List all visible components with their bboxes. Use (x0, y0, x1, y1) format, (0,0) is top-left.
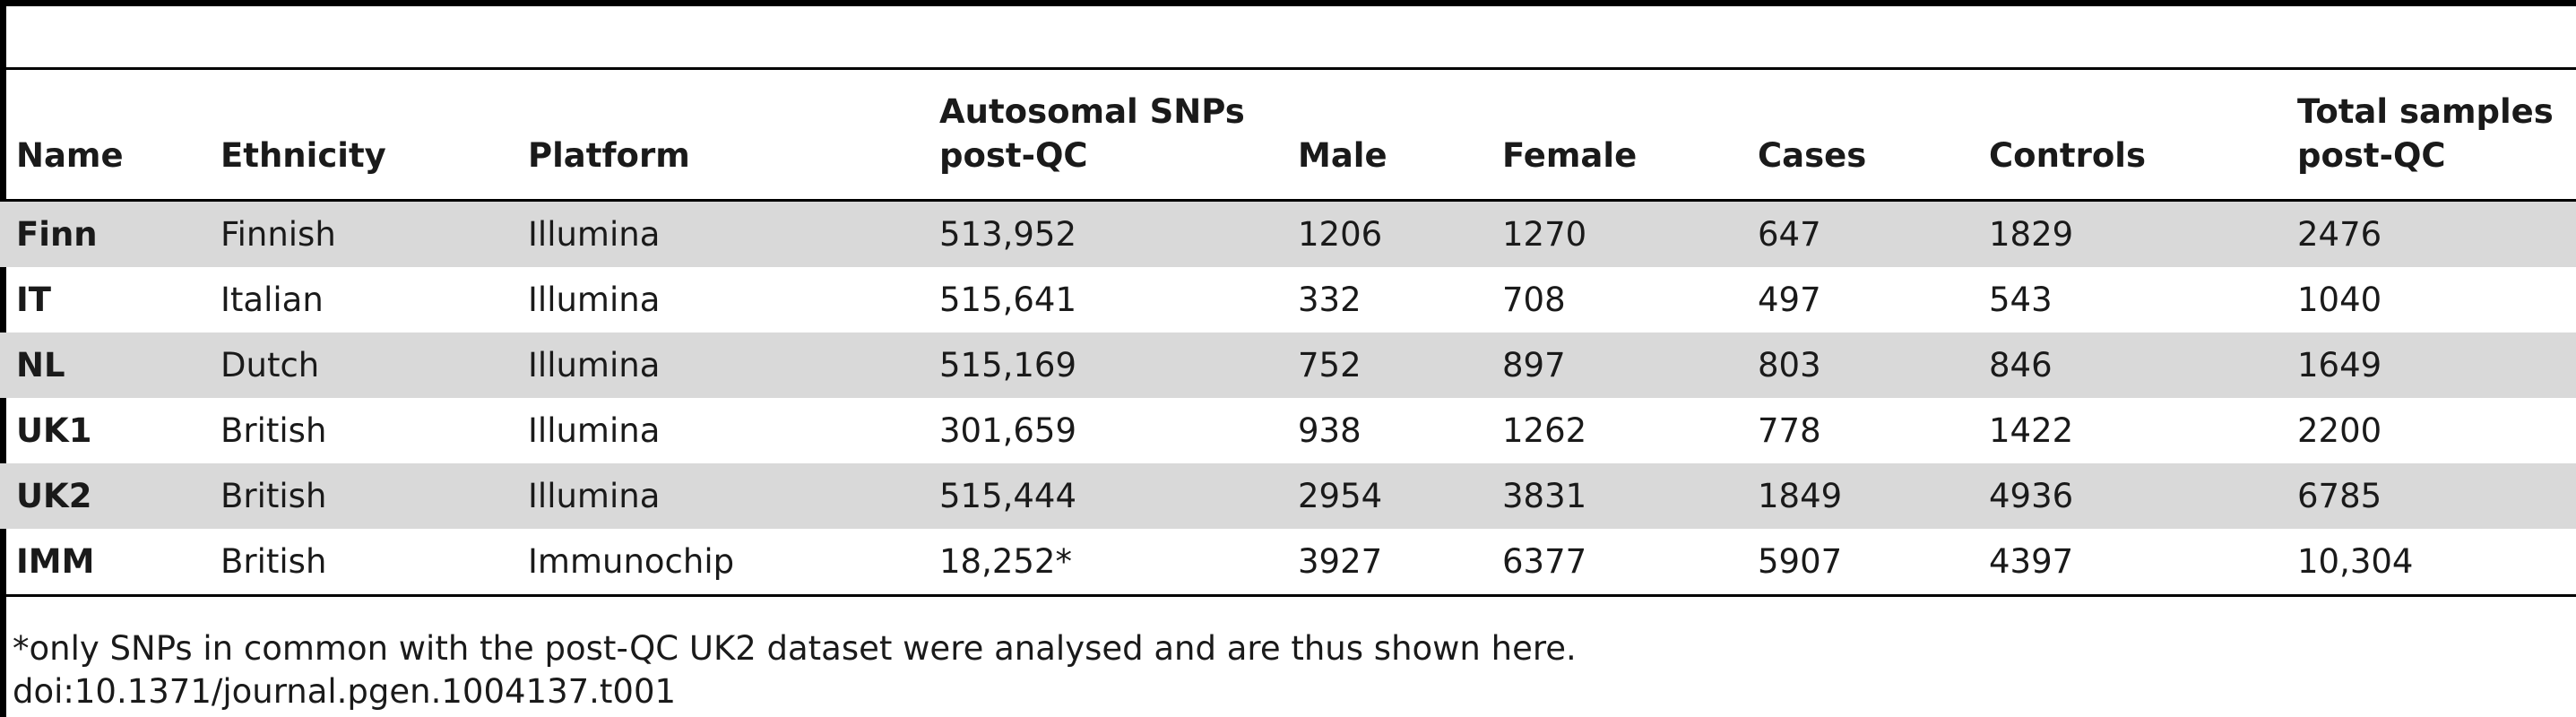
cell-controls: 4397 (1973, 528, 2281, 597)
data-table-container: Name Ethnicity Platform Autosomal SNPs po… (0, 70, 2576, 597)
header-total-line1: Total samples (2297, 91, 2554, 131)
cell-name: Finn (0, 200, 204, 267)
cell-snps: 513,952 (923, 200, 1282, 267)
cell-name: UK1 (16, 410, 92, 450)
cell-female: 1262 (1502, 410, 1587, 450)
cell-cases: 1849 (1742, 462, 1973, 529)
cell-platform: Illumina (528, 410, 661, 450)
header-total-samples: Total samples post-QC (2281, 70, 2576, 202)
cell-controls: 846 (1973, 332, 2281, 398)
cell-snps: 515,641 (939, 280, 1077, 319)
cell-platform: Illumina (528, 280, 661, 319)
cell-cases: 803 (1742, 332, 1973, 398)
header-snps-line1: Autosomal SNPs (939, 91, 1245, 131)
cell-total: 1040 (2297, 280, 2382, 319)
cell-cases: 778 (1758, 410, 1821, 450)
cell-ethnicity: British (220, 410, 327, 450)
header-top-rule (0, 67, 2576, 70)
header-row: Name Ethnicity Platform Autosomal SNPs po… (0, 70, 2576, 202)
data-table: Name Ethnicity Platform Autosomal SNPs po… (0, 70, 2576, 597)
cell-ethnicity: Italian (220, 280, 324, 319)
cell-controls: 543 (1989, 280, 2053, 319)
cell-platform: Illumina (512, 200, 923, 267)
cell-male: 938 (1298, 410, 1361, 450)
cell-snps: 301,659 (939, 410, 1077, 450)
cell-total: 6785 (2281, 462, 2576, 529)
cell-ethnicity: Dutch (204, 332, 512, 398)
cell-male: 1206 (1282, 200, 1486, 267)
cell-female: 6377 (1486, 528, 1742, 597)
cell-female: 3831 (1486, 462, 1742, 529)
cell-ethnicity: Finnish (204, 200, 512, 267)
cell-total: 2200 (2297, 410, 2382, 450)
cell-controls: 4936 (1973, 462, 2281, 529)
table-row: IT Italian Illumina 515,641 332 708 497 … (0, 267, 2576, 333)
cell-name: NL (0, 332, 204, 398)
table-row: Finn Finnish Illumina 513,952 1206 1270 … (0, 200, 2576, 267)
header-total-line2: post-QC (2297, 135, 2446, 175)
cell-platform: Illumina (512, 462, 923, 529)
table-row: NL Dutch Illumina 515,169 752 897 803 84… (0, 332, 2576, 398)
header-controls: Controls (1973, 70, 2281, 202)
header-female: Female (1486, 70, 1742, 202)
cell-cases: 5907 (1742, 528, 1973, 597)
cell-female: 897 (1486, 332, 1742, 398)
cell-female: 708 (1502, 280, 1566, 319)
cell-female: 1270 (1486, 200, 1742, 267)
header-cases: Cases (1742, 70, 1973, 202)
cell-platform: Immunochip (512, 528, 923, 597)
cell-total: 1649 (2281, 332, 2576, 398)
cell-total: 2476 (2281, 200, 2576, 267)
cell-name: UK2 (0, 462, 204, 529)
cell-male: 332 (1298, 280, 1361, 319)
cell-snps: 18,252* (923, 528, 1282, 597)
footnote-note: *only SNPs in common with the post-QC UK… (13, 629, 1577, 668)
table-row: UK2 British Illumina 515,444 2954 3831 1… (0, 462, 2576, 529)
table-row: IMM British Immunochip 18,252* 3927 6377… (0, 528, 2576, 597)
cell-ethnicity: British (204, 462, 512, 529)
cell-cases: 497 (1758, 280, 1821, 319)
header-snps-line2: post-QC (939, 135, 1088, 175)
table-footnote: *only SNPs in common with the post-QC UK… (13, 627, 1577, 713)
cell-male: 2954 (1282, 462, 1486, 529)
top-rule (0, 0, 2576, 6)
header-male: Male (1282, 70, 1486, 202)
table-row: UK1 British Illumina 301,659 938 1262 77… (0, 398, 2576, 463)
footnote-doi: doi:10.1371/journal.pgen.1004137.t001 (13, 672, 677, 711)
cell-ethnicity: British (204, 528, 512, 597)
cell-snps: 515,444 (923, 462, 1282, 529)
cell-male: 752 (1282, 332, 1486, 398)
header-platform: Platform (512, 70, 923, 202)
cell-male: 3927 (1282, 528, 1486, 597)
cell-name: IT (16, 280, 52, 319)
cell-controls: 1829 (1973, 200, 2281, 267)
cell-controls: 1422 (1989, 410, 2074, 450)
cell-cases: 647 (1742, 200, 1973, 267)
header-name: Name (0, 70, 204, 202)
cell-name: IMM (0, 528, 204, 597)
cell-snps: 515,169 (923, 332, 1282, 398)
cell-total: 10,304 (2281, 528, 2576, 597)
header-ethnicity: Ethnicity (204, 70, 512, 202)
header-autosomal-snps: Autosomal SNPs post-QC (923, 70, 1282, 202)
cell-platform: Illumina (512, 332, 923, 398)
